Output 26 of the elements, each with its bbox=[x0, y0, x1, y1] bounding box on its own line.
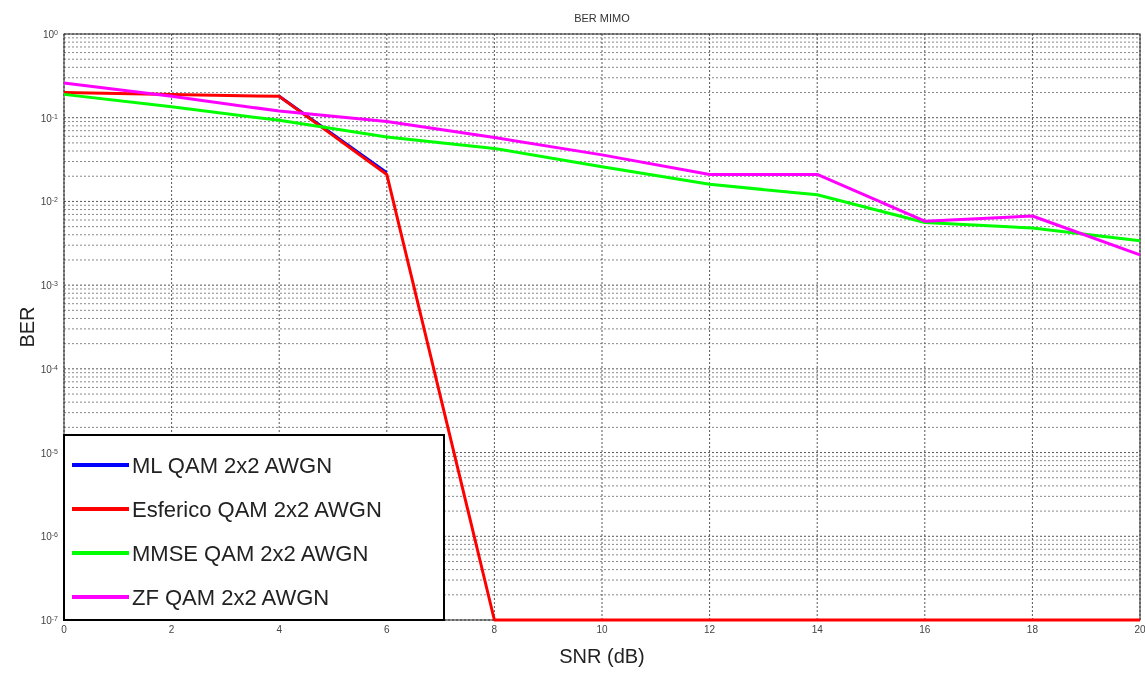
x-tick-label: 8 bbox=[491, 624, 498, 635]
y-tick-label: 10$^{-5}$ bbox=[40, 447, 59, 459]
x-tick-label: 12 bbox=[704, 624, 716, 635]
legend-label: ZF QAM 2x2 AWGN bbox=[132, 585, 330, 610]
y-tick-label: 10$^{0}$ bbox=[42, 28, 59, 40]
y-axis-title: BER bbox=[16, 306, 38, 348]
y-tick-label: 10$^{-3}$ bbox=[40, 279, 59, 292]
x-tick-label: 10 bbox=[596, 624, 608, 635]
x-axis-title: SNR (dB) bbox=[559, 645, 645, 667]
chart-title: BER MIMO bbox=[574, 12, 631, 24]
x-tick-label: 4 bbox=[276, 624, 283, 635]
x-tick-label: 16 bbox=[919, 624, 931, 635]
x-tick-label: 6 bbox=[384, 624, 391, 635]
legend-label: ML QAM 2x2 AWGN bbox=[132, 453, 333, 478]
y-tick-label: 10$^{-7}$ bbox=[40, 614, 59, 626]
y-tick-label: 10$^{-1}$ bbox=[40, 112, 59, 124]
y-tick-label: 10$^{-2}$ bbox=[40, 195, 59, 208]
y-tick-label: 10$^{-4}$ bbox=[40, 363, 59, 375]
x-tick-label: 2 bbox=[168, 624, 175, 635]
legend-label: Esferico QAM 2x2 AWGN bbox=[132, 497, 382, 522]
legend-label: MMSE QAM 2x2 AWGN bbox=[132, 541, 369, 566]
x-tick-label: 18 bbox=[1026, 624, 1039, 635]
x-tick-label: 20 bbox=[1134, 624, 1145, 635]
y-tick-label: 10$^{-6}$ bbox=[40, 530, 59, 543]
x-tick-label: 0 bbox=[61, 624, 68, 635]
x-tick-label: 14 bbox=[811, 624, 824, 635]
